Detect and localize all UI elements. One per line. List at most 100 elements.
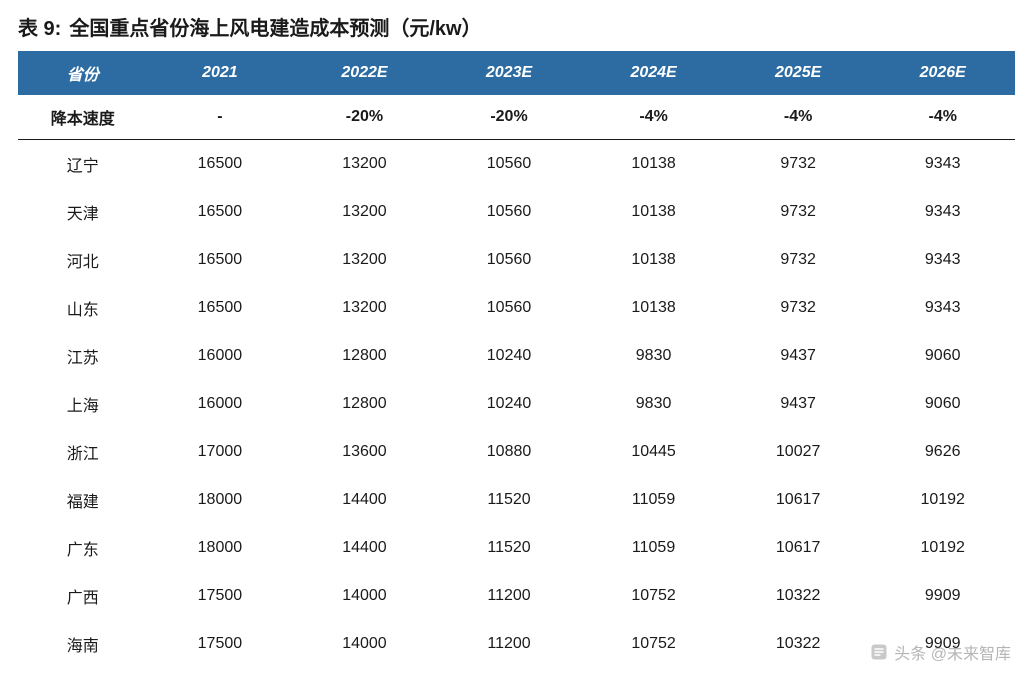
title-text: 全国重点省份海上风电建造成本预测（元/kw） — [69, 12, 481, 41]
value-cell: 14000 — [292, 572, 437, 620]
value-cell: 18000 — [148, 524, 293, 572]
value-cell: 18000 — [148, 476, 293, 524]
province-cell: 山东 — [18, 284, 148, 332]
province-cell: 江苏 — [18, 332, 148, 380]
table-row: 广西17500140001120010752103229909 — [18, 572, 1015, 620]
value-cell: 16500 — [148, 140, 293, 189]
value-cell: 14400 — [292, 476, 437, 524]
value-cell: 9437 — [726, 380, 871, 428]
table-row: 福建180001440011520110591061710192 — [18, 476, 1015, 524]
value-cell: 11520 — [437, 524, 582, 572]
value-cell: 10192 — [870, 524, 1015, 572]
value-cell: 13200 — [292, 236, 437, 284]
value-cell: 10560 — [437, 140, 582, 189]
col-header-2022e: 2022E — [292, 51, 437, 95]
col-header-2021: 2021 — [148, 51, 293, 95]
value-cell: 10322 — [726, 620, 871, 668]
table-row: 海南17500140001120010752103229909 — [18, 620, 1015, 668]
rate-val: -4% — [870, 95, 1015, 140]
value-cell: 9060 — [870, 380, 1015, 428]
province-cell: 广西 — [18, 572, 148, 620]
province-cell: 河北 — [18, 236, 148, 284]
value-cell: 14400 — [292, 524, 437, 572]
value-cell: 13200 — [292, 284, 437, 332]
value-cell: 10138 — [581, 188, 726, 236]
value-cell: 9732 — [726, 284, 871, 332]
province-cell: 海南 — [18, 620, 148, 668]
value-cell: 16500 — [148, 236, 293, 284]
province-cell: 福建 — [18, 476, 148, 524]
value-cell: 10880 — [437, 428, 582, 476]
col-header-province: 省份 — [18, 51, 148, 95]
value-cell: 9343 — [870, 236, 1015, 284]
value-cell: 10560 — [437, 284, 582, 332]
province-cell: 天津 — [18, 188, 148, 236]
value-cell: 9909 — [870, 572, 1015, 620]
province-cell: 广东 — [18, 524, 148, 572]
table-row: 江苏160001280010240983094379060 — [18, 332, 1015, 380]
value-cell: 9060 — [870, 332, 1015, 380]
value-cell: 9732 — [726, 236, 871, 284]
col-header-2026e: 2026E — [870, 51, 1015, 95]
value-cell: 10027 — [726, 428, 871, 476]
rate-label: 降本速度 — [18, 95, 148, 140]
value-cell: 17500 — [148, 620, 293, 668]
value-cell: 17500 — [148, 572, 293, 620]
table-body: 降本速度 - -20% -20% -4% -4% -4% 辽宁165001320… — [18, 95, 1015, 668]
rate-val: -4% — [726, 95, 871, 140]
table-row: 天津1650013200105601013897329343 — [18, 188, 1015, 236]
value-cell: 10617 — [726, 524, 871, 572]
value-cell: 9830 — [581, 332, 726, 380]
value-cell: 16000 — [148, 380, 293, 428]
value-cell: 10138 — [581, 236, 726, 284]
value-cell: 16000 — [148, 332, 293, 380]
value-cell: 10138 — [581, 284, 726, 332]
rate-val: -20% — [292, 95, 437, 140]
value-cell: 10192 — [870, 476, 1015, 524]
table-row: 辽宁1650013200105601013897329343 — [18, 140, 1015, 189]
value-cell: 11059 — [581, 524, 726, 572]
value-cell: 16500 — [148, 188, 293, 236]
col-header-2023e: 2023E — [437, 51, 582, 95]
value-cell: 9909 — [870, 620, 1015, 668]
value-cell: 9626 — [870, 428, 1015, 476]
value-cell: 9343 — [870, 188, 1015, 236]
value-cell: 12800 — [292, 332, 437, 380]
value-cell: 11520 — [437, 476, 582, 524]
value-cell: 10138 — [581, 140, 726, 189]
value-cell: 13600 — [292, 428, 437, 476]
value-cell: 9830 — [581, 380, 726, 428]
value-cell: 9732 — [726, 188, 871, 236]
table-header-row: 省份 2021 2022E 2023E 2024E 2025E 2026E — [18, 51, 1015, 95]
value-cell: 14000 — [292, 620, 437, 668]
value-cell: 13200 — [292, 188, 437, 236]
value-cell: 11200 — [437, 572, 582, 620]
value-cell: 10240 — [437, 380, 582, 428]
value-cell: 17000 — [148, 428, 293, 476]
value-cell: 12800 — [292, 380, 437, 428]
value-cell: 9732 — [726, 140, 871, 189]
col-header-2025e: 2025E — [726, 51, 871, 95]
rate-row: 降本速度 - -20% -20% -4% -4% -4% — [18, 95, 1015, 140]
table-row: 河北1650013200105601013897329343 — [18, 236, 1015, 284]
province-cell: 辽宁 — [18, 140, 148, 189]
value-cell: 9343 — [870, 284, 1015, 332]
value-cell: 16500 — [148, 284, 293, 332]
cost-forecast-table: 省份 2021 2022E 2023E 2024E 2025E 2026E 降本… — [18, 51, 1015, 668]
table-row: 浙江17000136001088010445100279626 — [18, 428, 1015, 476]
rate-val: -4% — [581, 95, 726, 140]
table-row: 上海160001280010240983094379060 — [18, 380, 1015, 428]
value-cell: 10617 — [726, 476, 871, 524]
value-cell: 10752 — [581, 620, 726, 668]
province-cell: 上海 — [18, 380, 148, 428]
title-prefix: 表 9: — [18, 12, 61, 41]
value-cell: 9343 — [870, 140, 1015, 189]
value-cell: 10240 — [437, 332, 582, 380]
province-cell: 浙江 — [18, 428, 148, 476]
value-cell: 10445 — [581, 428, 726, 476]
col-header-2024e: 2024E — [581, 51, 726, 95]
table-title: 表 9: 全国重点省份海上风电建造成本预测（元/kw） — [18, 12, 1015, 41]
table-row: 山东1650013200105601013897329343 — [18, 284, 1015, 332]
value-cell: 10322 — [726, 572, 871, 620]
value-cell: 10560 — [437, 188, 582, 236]
